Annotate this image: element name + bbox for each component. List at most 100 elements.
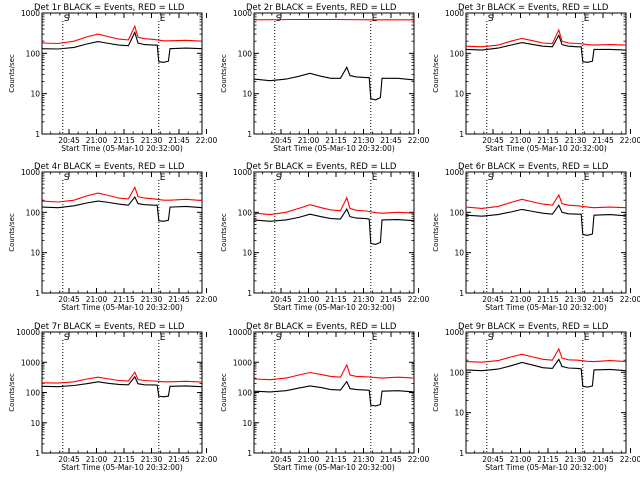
y-axis-label: Counts/sec — [432, 54, 440, 93]
x-tick-label: 20:45 — [482, 295, 504, 304]
y-tick-label: 10 — [30, 249, 40, 258]
x-axis-label: Start Time (05-Mar-10 20:32:00) — [61, 463, 183, 472]
panel-title: Det 9r BLACK = Events, RED = LLD — [458, 322, 609, 332]
series-lld-line — [41, 371, 203, 384]
x-tick-label: 21:15 — [113, 136, 135, 145]
x-tick-label: 22:00 — [408, 455, 430, 464]
marker-label-e: E — [372, 14, 378, 24]
marker-label-e: E — [160, 14, 166, 24]
panel-title: Det 6r BLACK = Events, RED = LLD — [458, 162, 609, 172]
panel-title: Det 7r BLACK = Events, RED = LLD — [34, 322, 185, 332]
x-tick-label: 21:15 — [325, 295, 347, 304]
marker-label-s: S — [276, 333, 282, 343]
y-axis-label: Counts/sec — [432, 213, 440, 252]
x-tick-label: 22:00 — [196, 136, 218, 145]
x-tick-label: 21:45 — [380, 136, 402, 145]
marker-label-s: S — [488, 173, 494, 183]
y-tick-label: 1000 — [233, 9, 252, 18]
series-lld-line — [253, 363, 415, 381]
x-tick-label: 21:15 — [325, 136, 347, 145]
marker-label-e: E — [160, 173, 166, 183]
panel-det-5: Det 5r BLACK = Events, RED = LLD 1 10 100 10… — [220, 162, 430, 312]
y-tick-label: 100 — [26, 208, 41, 217]
x-tick-label: 21:00 — [298, 136, 320, 145]
x-tick-label: 21:45 — [592, 136, 614, 145]
x-tick-label: 21:00 — [298, 295, 320, 304]
marker-label-s: S — [64, 333, 70, 343]
marker-label-s: S — [64, 173, 70, 183]
x-axis-label: Start Time (05-Mar-10 20:32:00) — [273, 303, 395, 312]
y-tick-label: 1000 — [233, 358, 252, 367]
y-tick-label: 1 — [459, 289, 464, 298]
y-tick-label: 10 — [454, 409, 464, 418]
plot-frame — [41, 12, 203, 135]
marker-label-s: S — [276, 14, 282, 24]
plot-frame — [253, 12, 415, 135]
x-tick-label: 21:00 — [86, 295, 108, 304]
marker-label-s: S — [488, 14, 494, 24]
x-tick-label: 21:15 — [537, 455, 559, 464]
y-axis-label: Counts/sec — [432, 373, 440, 412]
series-events-line — [253, 66, 415, 101]
panel-det-7: Det 7r BLACK = Events, RED = LLD 1 10 100 10… — [8, 322, 218, 472]
y-axis-label: Counts/sec — [8, 213, 16, 252]
x-tick-label: 21:00 — [86, 136, 108, 145]
panel-det-8: Det 8r BLACK = Events, RED = LLD 1 10 100 10… — [220, 322, 430, 472]
x-tick-label: 21:30 — [565, 136, 587, 145]
x-tick-label: 21:45 — [380, 295, 402, 304]
x-axis-label: Start Time (05-Mar-10 20:32:00) — [485, 144, 607, 153]
y-axis-label: Counts/sec — [220, 373, 228, 412]
x-tick-label: 21:30 — [141, 136, 163, 145]
panel-title: Det 4r BLACK = Events, RED = LLD — [34, 162, 185, 172]
x-tick-label: 21:45 — [592, 295, 614, 304]
panel-det-6: Det 6r BLACK = Events, RED = LLD 1 10 100 10… — [432, 162, 640, 312]
y-tick-label: 10 — [30, 419, 40, 428]
panel-det-1: Det 1r BLACK = Events, RED = LLD 1 10 100 10… — [8, 3, 218, 153]
marker-label-e: E — [372, 173, 378, 183]
x-tick-label: 20:45 — [58, 455, 80, 464]
x-axis-label: Start Time (05-Mar-10 20:32:00) — [485, 303, 607, 312]
y-tick-label: 1000 — [445, 168, 464, 177]
plot-frame — [253, 171, 415, 294]
y-tick-label: 10 — [30, 90, 40, 99]
x-tick-label: 22:00 — [196, 455, 218, 464]
panel-title: Det 5r BLACK = Events, RED = LLD — [246, 162, 397, 172]
plot-frame — [465, 171, 627, 294]
series-events-line — [465, 33, 627, 63]
y-tick-label: 10 — [242, 249, 252, 258]
x-tick-label: 21:45 — [380, 455, 402, 464]
y-tick-label: 100 — [238, 389, 253, 398]
x-tick-label: 20:45 — [270, 295, 292, 304]
x-axis-label: Start Time (05-Mar-10 20:32:00) — [61, 144, 183, 153]
marker-label-e: E — [372, 333, 378, 343]
x-axis-label: Start Time (05-Mar-10 20:32:00) — [485, 463, 607, 472]
y-tick-label: 1 — [35, 289, 40, 298]
y-tick-label: 100 — [26, 389, 41, 398]
y-tick-label: 10 — [454, 90, 464, 99]
marker-label-s: S — [64, 14, 70, 24]
x-tick-label: 21:30 — [565, 455, 587, 464]
x-tick-label: 22:00 — [408, 136, 430, 145]
x-tick-label: 21:45 — [168, 295, 190, 304]
y-axis-label: Counts/sec — [220, 213, 228, 252]
y-tick-label: 1 — [247, 130, 252, 139]
x-tick-label: 20:45 — [270, 455, 292, 464]
series-lld-line — [253, 196, 415, 216]
series-events-line — [253, 207, 415, 245]
x-tick-label: 22:00 — [196, 295, 218, 304]
x-tick-label: 21:30 — [565, 295, 587, 304]
x-tick-label: 22:00 — [620, 295, 640, 304]
x-tick-label: 22:00 — [408, 295, 430, 304]
series-events-line — [253, 380, 415, 407]
series-lld-line — [41, 24, 203, 45]
series-events-line — [41, 375, 203, 398]
y-tick-label: 100 — [238, 208, 253, 217]
x-tick-label: 21:30 — [353, 295, 375, 304]
y-tick-label: 1 — [35, 130, 40, 139]
plot-frame — [41, 331, 203, 454]
marker-label-s: S — [488, 333, 494, 343]
y-tick-label: 10000 — [228, 328, 252, 337]
x-tick-label: 21:30 — [353, 136, 375, 145]
y-tick-label: 100 — [26, 49, 41, 58]
